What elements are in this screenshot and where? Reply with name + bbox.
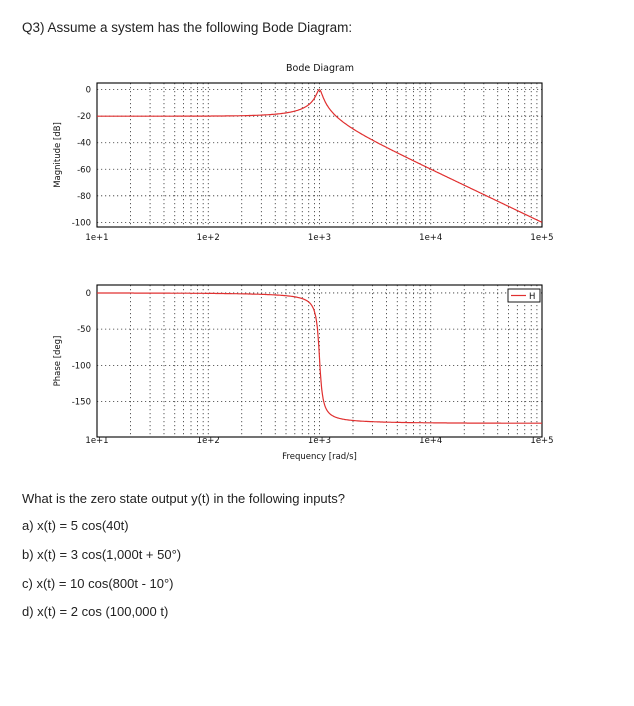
question-item-d: d) x(t) = 2 cos (100,000 t) [22, 604, 169, 619]
x-tick-label: 1e+4 [419, 436, 442, 446]
x-tick-label: 1e+2 [197, 436, 220, 446]
response-curve [97, 292, 542, 424]
question-item-a: a) x(t) = 5 cos(40t) [22, 518, 129, 533]
x-tick-label: 1e+1 [85, 233, 108, 243]
question-text: What is the zero state output y(t) in th… [22, 491, 346, 506]
magnitude-plot: 0 -20 -40 -60 -80 -100 1e+1 1e+2 1e+3 1e+4 1e+5 Mag… [53, 82, 554, 243]
x-axis-label: Frequency [rad/s] [282, 452, 357, 462]
legend-label: H [529, 292, 535, 302]
y-tick-label: -80 [77, 192, 91, 202]
phase-plot: 0 -50 -100 -150 1e+1 1e+2 1e+3 1e+4 1e+5 Phase [d… [53, 284, 554, 462]
bode-diagram: 0 -20 -40 -60 -80 -100 1e+1 1e+2 1e+3 1e+4 1e+5 Mag… [53, 82, 554, 462]
y-tick-label: -40 [77, 139, 91, 149]
y-tick-label: -100 [72, 361, 91, 371]
chart-title: Bode Diagram [285, 63, 354, 74]
question-item-b: b) x(t) = 3 cos(1,000t + 50°) [22, 547, 182, 562]
y-tick-label: 0 [86, 289, 91, 299]
x-tick-label: 1e+3 [308, 436, 331, 446]
x-tick-label: 1e+2 [197, 233, 220, 243]
x-tick-label: 1e+1 [85, 436, 108, 446]
y-tick-label: -150 [72, 398, 91, 408]
y-tick-label: 0 [86, 86, 91, 96]
x-tick-label: 1e+5 [530, 233, 553, 243]
x-tick-label: 1e+3 [308, 233, 331, 243]
y-tick-label: -100 [72, 218, 91, 228]
y-axis-label: Phase [deg] [53, 336, 63, 387]
y-tick-label: -20 [77, 112, 91, 122]
y-tick-label: -50 [77, 325, 91, 335]
question-item-c: c) x(t) = 10 cos(800t - 10°) [22, 576, 174, 591]
y-tick-label: -60 [77, 165, 91, 175]
question-heading: Q3) Assume a system has the following Bo… [22, 20, 353, 35]
x-tick-label: 1e+4 [419, 233, 442, 243]
y-axis-label: Magnitude [dB] [53, 122, 63, 188]
legend: H [507, 288, 541, 303]
x-tick-label: 1e+5 [530, 436, 553, 446]
response-curve [97, 88, 543, 223]
